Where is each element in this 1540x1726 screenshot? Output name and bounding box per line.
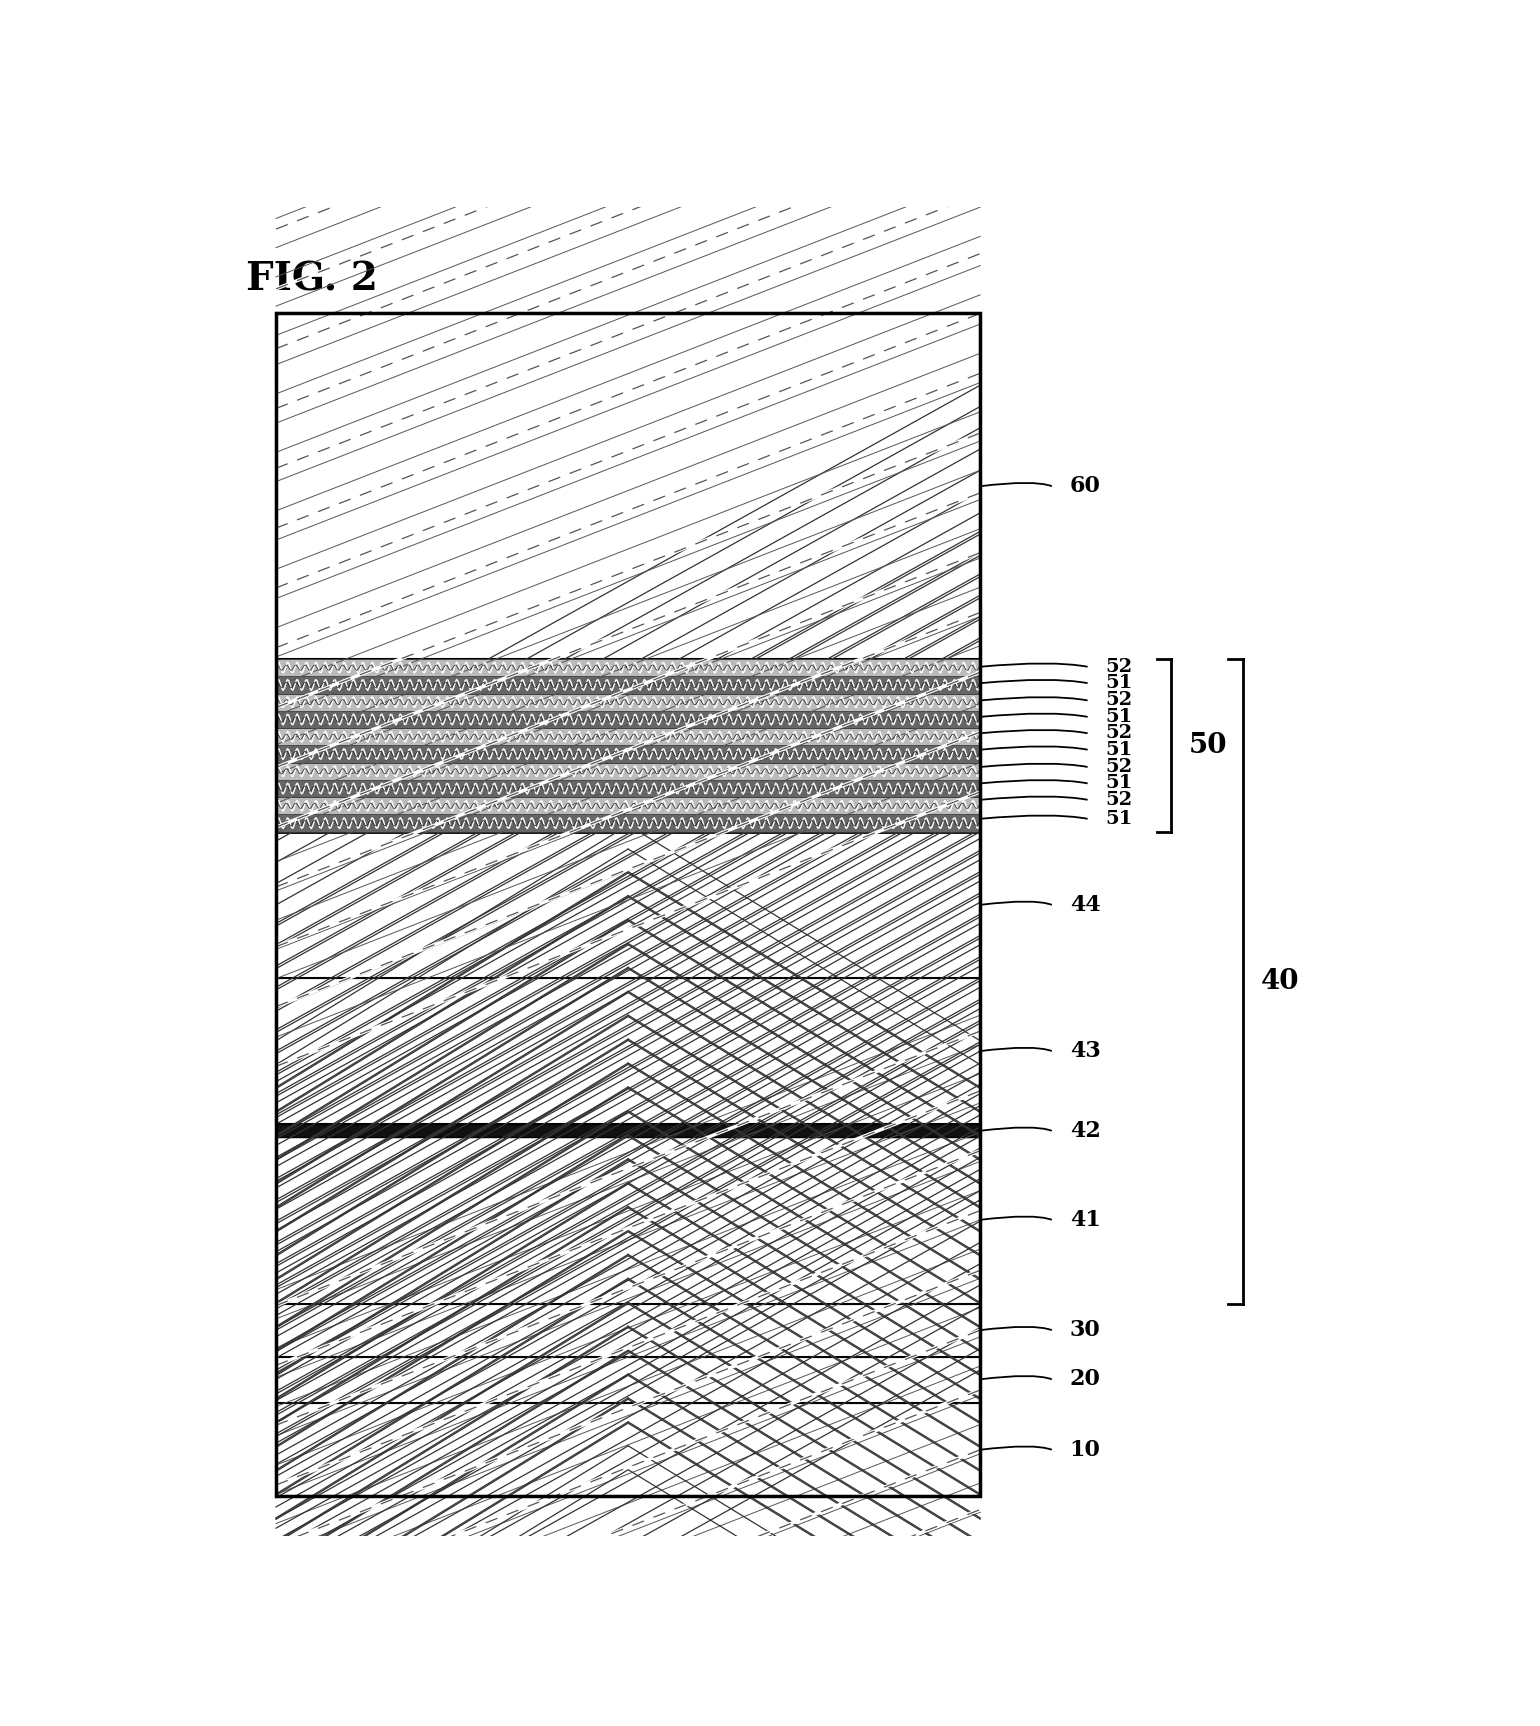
Text: 51: 51 — [1106, 775, 1133, 792]
Text: 52: 52 — [1106, 758, 1132, 777]
Bar — [276, 728, 981, 746]
Bar — [276, 677, 981, 694]
Bar — [276, 1137, 981, 1303]
Bar — [276, 694, 981, 711]
Bar — [276, 1357, 981, 1403]
Text: 51: 51 — [1106, 740, 1133, 759]
Text: 51: 51 — [1106, 675, 1133, 692]
Bar — [276, 711, 981, 728]
Text: 52: 52 — [1106, 791, 1132, 809]
Bar — [276, 1403, 981, 1496]
Text: 44: 44 — [1070, 894, 1101, 917]
Bar — [276, 314, 981, 659]
Bar — [276, 815, 981, 832]
Bar — [276, 763, 981, 780]
Text: 52: 52 — [1106, 692, 1132, 709]
Text: 50: 50 — [1189, 732, 1227, 759]
Text: 30: 30 — [1070, 1319, 1101, 1341]
Bar — [276, 746, 981, 763]
Bar — [276, 659, 981, 677]
Bar — [276, 1403, 981, 1496]
Text: 60: 60 — [1070, 475, 1101, 497]
Text: 42: 42 — [1070, 1120, 1101, 1143]
Text: 40: 40 — [1261, 968, 1300, 994]
Bar — [276, 797, 981, 815]
Text: 52: 52 — [1106, 725, 1132, 742]
Bar — [276, 659, 981, 832]
Text: 20: 20 — [1070, 1369, 1101, 1391]
Bar — [276, 1124, 981, 1137]
Text: FIG. 2: FIG. 2 — [246, 261, 379, 299]
Text: 10: 10 — [1070, 1439, 1101, 1460]
Bar — [276, 832, 981, 979]
Text: 51: 51 — [1106, 708, 1133, 727]
Bar — [276, 979, 981, 1124]
Bar — [276, 314, 981, 659]
Bar — [276, 314, 981, 1496]
Bar — [276, 780, 981, 797]
Text: 51: 51 — [1106, 809, 1133, 828]
Text: 43: 43 — [1070, 1041, 1101, 1061]
Text: 41: 41 — [1070, 1208, 1101, 1231]
Bar — [276, 1303, 981, 1357]
Text: 52: 52 — [1106, 658, 1132, 677]
